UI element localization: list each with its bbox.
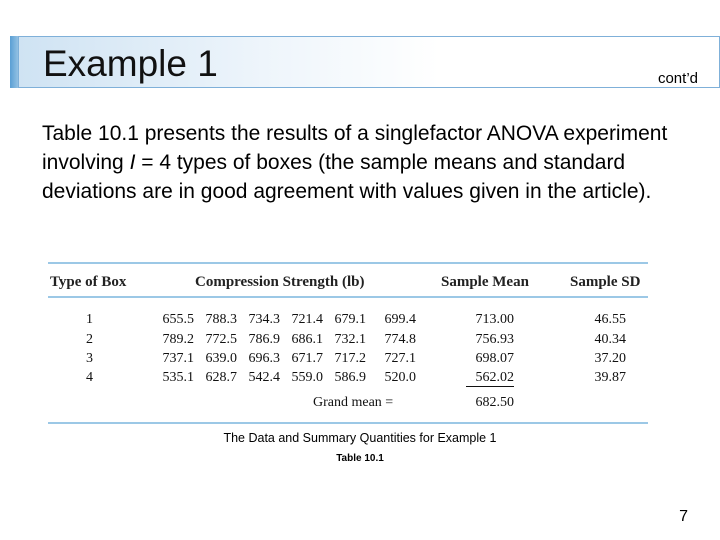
page-number: 7: [679, 508, 688, 525]
row-value: 559.0: [291, 370, 324, 385]
row-mean: 562.02: [466, 370, 514, 387]
row-sd: 46.55: [594, 312, 627, 327]
table-bottom-rule: [48, 422, 648, 424]
row-type: 2: [86, 332, 93, 347]
row-value: 628.7: [205, 370, 238, 385]
row-value: 535.1: [162, 370, 195, 385]
row-sd: 39.87: [594, 370, 627, 385]
header-sample-sd: Sample SD: [570, 274, 641, 290]
intro-paragraph: Table 10.1 presents the results of a sin…: [42, 119, 692, 206]
row-value: 699.4: [384, 312, 417, 327]
row-value: 639.0: [205, 351, 238, 366]
row-value: 774.8: [384, 332, 417, 347]
table-caption: The Data and Summary Quantities for Exam…: [223, 431, 497, 445]
row-value: 786.9: [248, 332, 281, 347]
row-value: 789.2: [162, 332, 195, 347]
row-type: 1: [86, 312, 93, 327]
row-value: 727.1: [384, 351, 417, 366]
grand-mean-value: 682.50: [475, 395, 515, 410]
row-value: 586.9: [334, 370, 367, 385]
header-sample-mean: Sample Mean: [441, 274, 529, 290]
row-value: 732.1: [334, 332, 367, 347]
row-value: 772.5: [205, 332, 238, 347]
intro-variable-i: I: [129, 151, 136, 174]
row-mean: 756.93: [475, 332, 515, 347]
header-type-of-box: Type of Box: [50, 274, 127, 290]
row-value: 737.1: [162, 351, 195, 366]
row-type: 3: [86, 351, 93, 366]
title-bar: Example 1: [10, 36, 720, 88]
intro-text-1: Table 10.1 presents the results of a sin…: [42, 122, 668, 174]
table-label: Table 10.1: [336, 453, 384, 464]
row-value: 721.4: [291, 312, 324, 327]
row-value: 788.3: [205, 312, 238, 327]
row-value: 655.5: [162, 312, 195, 327]
row-sd: 37.20: [594, 351, 627, 366]
row-value: 717.2: [334, 351, 367, 366]
header-compression-strength: Compression Strength (lb): [195, 274, 365, 290]
grand-mean-label: Grand mean =: [313, 395, 394, 410]
table-header-rule: [48, 296, 648, 298]
continued-label: cont’d: [657, 70, 698, 87]
row-value: 679.1: [334, 312, 367, 327]
slide-title: Example 1: [43, 43, 218, 84]
row-value: 520.0: [384, 370, 417, 385]
row-value: 542.4: [248, 370, 281, 385]
row-mean: 698.07: [475, 351, 515, 366]
intro-text-2: = 4 types of boxes (the sample means and…: [42, 151, 652, 203]
row-value: 696.3: [248, 351, 281, 366]
row-mean: 713.00: [475, 312, 515, 327]
table-top-rule: [48, 262, 648, 264]
row-sd: 40.34: [594, 332, 627, 347]
row-value: 686.1: [291, 332, 324, 347]
row-value: 671.7: [291, 351, 324, 366]
row-value: 734.3: [248, 312, 281, 327]
title-frame: Example 1: [18, 36, 720, 88]
row-type: 4: [86, 370, 93, 385]
